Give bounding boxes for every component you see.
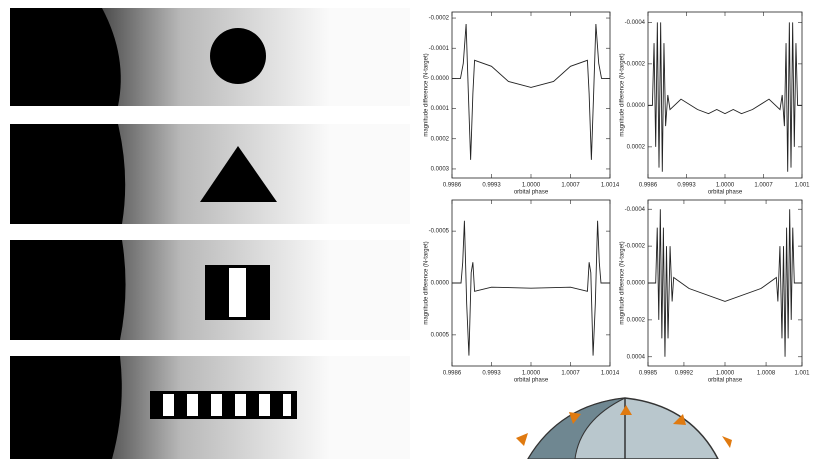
plot-frame [648, 12, 802, 178]
y-tick-label: -0.0005 [429, 229, 450, 235]
x-tick-label: 1.0000 [522, 183, 541, 189]
x-axis-label: orbital phase [514, 190, 549, 196]
x-tick-label: 1.0000 [522, 371, 541, 377]
x-tick-label: 0.9986 [443, 183, 462, 189]
y-tick-label: -0.0002 [429, 16, 450, 22]
x-tick-label: 1.001 [794, 183, 810, 189]
x-axis-label: orbital phase [708, 190, 743, 196]
data-line [648, 22, 802, 171]
x-axis-label: orbital phase [514, 378, 549, 384]
limb [10, 240, 126, 340]
x-tick-label: 0.9985 [639, 371, 658, 377]
plot-frame [452, 12, 610, 178]
x-tick-label: 0.9993 [482, 371, 501, 377]
y-tick-label: 0.0000 [627, 103, 646, 109]
y-tick-label: -0.0002 [625, 244, 646, 250]
data-line [648, 209, 802, 357]
y-tick-label: -0.0002 [625, 61, 646, 67]
x-tick-label: 1.0014 [601, 183, 620, 189]
data-line [452, 221, 610, 356]
page: {"chart_data": [ {"type": "line", "xlabe… [0, 0, 819, 459]
x-axis-label: orbital phase [708, 378, 743, 384]
x-tick-label: 0.9986 [443, 371, 462, 377]
y-tick-label: 0.0003 [431, 167, 450, 173]
circle-shape [210, 28, 266, 84]
x-tick-label: 1.0007 [754, 183, 773, 189]
y-tick-label: 0.0001 [431, 106, 450, 112]
y-tick-label: 0.0002 [627, 317, 646, 323]
slot [229, 268, 246, 317]
x-tick-label: 1.0014 [601, 371, 620, 377]
occultation-panels [10, 8, 410, 459]
plot-frame [452, 200, 610, 366]
y-tick-label: 0.0000 [431, 76, 450, 82]
x-tick-label: 0.9993 [677, 183, 696, 189]
y-tick-label: 0.0004 [627, 354, 646, 360]
x-tick-label: 1.0007 [561, 371, 580, 377]
y-tick-label: -0.0001 [429, 46, 450, 52]
y-tick-label: 0.0002 [627, 144, 646, 150]
x-tick-label: 1.001 [794, 371, 810, 377]
x-tick-label: 1.0008 [757, 371, 776, 377]
data-line [452, 24, 610, 160]
dome-diagram [516, 398, 732, 459]
limb [10, 8, 121, 106]
y-tick-label: -0.0004 [625, 207, 646, 213]
y-axis-label: magnitude difference (N-target) [620, 241, 626, 324]
limb [10, 124, 125, 224]
x-tick-label: 1.0000 [716, 183, 735, 189]
y-axis-label: magnitude difference (N-target) [620, 53, 626, 136]
x-tick-label: 0.9993 [482, 183, 501, 189]
x-tick-label: 1.0000 [716, 371, 735, 377]
figure: -0.0002 -0.0001 0.0000 0.0001 0.0002 0.0003 0.… [0, 0, 819, 459]
y-tick-label: -0.0004 [625, 20, 646, 26]
x-tick-label: 0.9992 [675, 371, 694, 377]
limb [10, 356, 122, 459]
y-tick-label: 0.0002 [431, 136, 450, 142]
y-axis-label: magnitude difference (N-target) [424, 241, 430, 324]
y-tick-label: 0.0005 [431, 332, 450, 338]
y-tick-label: 0.0000 [431, 281, 450, 287]
x-tick-label: 0.9986 [639, 183, 658, 189]
y-tick-label: 0.0000 [627, 281, 646, 287]
y-axis-label: magnitude difference (N-target) [424, 53, 430, 136]
x-tick-label: 1.0007 [561, 183, 580, 189]
